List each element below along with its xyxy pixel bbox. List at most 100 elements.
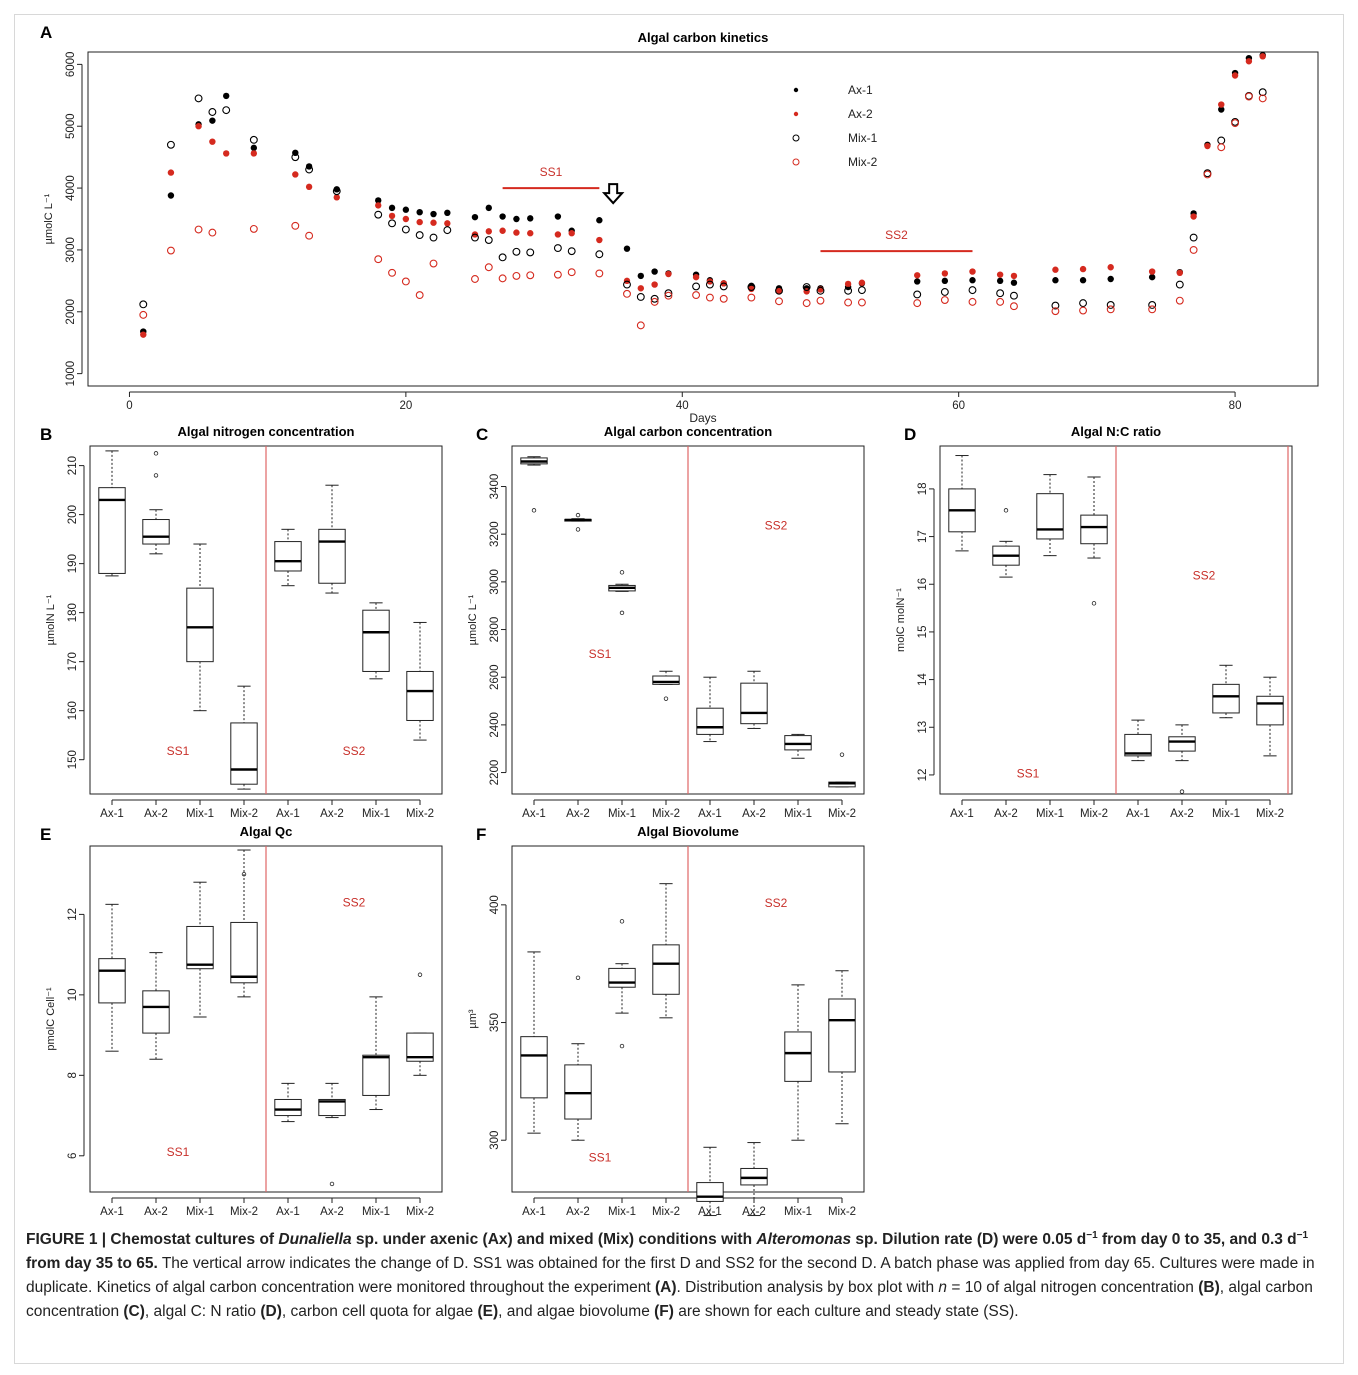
panel-e-x-tick-label: Mix-2: [406, 1206, 434, 1218]
panel-f-letter: F: [476, 825, 486, 844]
point-mix-1: [1217, 136, 1226, 145]
point-mix-2: [1051, 307, 1060, 316]
point-ax-1: [1107, 275, 1114, 283]
panel-f-outlier: [619, 919, 625, 924]
panel-c-x-tick-label: Mix-2: [828, 808, 856, 820]
point-ax-2: [167, 169, 175, 176]
panel-e-x-tick-label: Ax-1: [100, 1206, 124, 1218]
point-mix-1: [623, 280, 631, 289]
panel-f-box-mix-2: [828, 998, 856, 1073]
panel-f-outlier: [619, 1043, 625, 1049]
point-mix-2: [567, 268, 576, 277]
point-ax-2: [1148, 268, 1156, 275]
panel-b-title: Algal nitrogen concentration: [178, 424, 355, 439]
point-mix-1: [636, 292, 645, 301]
point-mix-1: [664, 289, 673, 298]
panel-e-title: Algal Qc: [240, 824, 293, 839]
caption-text-7: , and algae biovolume: [498, 1303, 655, 1320]
point-ax-2: [375, 202, 382, 209]
panel-b-y-tick-label: 200: [67, 505, 79, 524]
point-ax-1: [416, 208, 423, 216]
point-ax-2: [858, 279, 866, 286]
point-ax-2: [692, 273, 700, 281]
point-mix-1: [996, 289, 1005, 298]
point-ax-2: [513, 229, 520, 236]
panel-d-y-axis-label: molC molN⁻¹: [895, 588, 907, 652]
point-ax-2: [195, 123, 202, 130]
caption-ref-e: (E): [477, 1303, 499, 1320]
panel-d-y-tick-label: 16: [917, 578, 929, 591]
panel-e-y-tick-label: 8: [67, 1072, 79, 1078]
panel-c-y-tick-label: 3200: [489, 521, 501, 547]
panel-c-y-tick-label: 3000: [489, 569, 501, 595]
panel-b-group-label-ss1: SS1: [167, 744, 190, 758]
point-ax-2: [499, 227, 506, 234]
point-ax-2: [402, 215, 410, 223]
point-ax-2: [1231, 72, 1239, 79]
point-ax-1: [471, 213, 479, 221]
point-ax-1: [513, 215, 520, 223]
panel-d-title: Algal N:C ratio: [1071, 424, 1161, 439]
point-mix-1: [401, 225, 410, 234]
point-mix-1: [305, 165, 314, 174]
panel-d-y-tick-label: 14: [917, 673, 929, 686]
panel-f-group-label-ss2: SS2: [765, 896, 788, 910]
point-ax-2: [996, 271, 1004, 278]
point-mix-2: [291, 221, 300, 230]
point-mix-2: [719, 294, 728, 303]
panel-b-y-tick-label: 180: [67, 603, 79, 622]
panel-d-x-tick-label: Ax-2: [994, 808, 1018, 820]
panel-e-box-ax-1: [98, 958, 126, 1004]
caption-ref-f: (F): [654, 1303, 674, 1320]
panel-a-y-tick-label: 3000: [65, 237, 77, 263]
point-ax-1: [554, 213, 562, 220]
legend-marker-mix-2: [792, 158, 800, 166]
point-ax-1: [250, 144, 258, 152]
panel-e-box-ax-2: [318, 1098, 346, 1117]
panel-b-letter: B: [40, 425, 52, 444]
point-mix-1: [719, 282, 728, 291]
panel-e-box-mix-2: [230, 921, 258, 984]
caption-text-2: . Distribution analysis by box plot with: [676, 1279, 939, 1296]
point-mix-1: [332, 187, 341, 196]
point-mix-2: [553, 270, 562, 279]
panel-d-box-mix-1: [1036, 493, 1064, 540]
point-ax-2: [969, 268, 976, 275]
panel-e-x-tick-label: Mix-2: [230, 1206, 258, 1218]
panel-a-x-tick-label: 20: [399, 400, 412, 412]
panel-b-y-tick-label: 170: [67, 652, 79, 671]
point-mix-1: [222, 106, 231, 115]
point-mix-2: [1244, 92, 1253, 101]
legend-marker-ax-1: [793, 87, 799, 93]
point-ax-2: [554, 231, 562, 238]
panel-e-x-tick-label: Mix-1: [186, 1206, 214, 1218]
panel-b-outlier: [153, 473, 159, 478]
point-ax-2: [775, 287, 783, 294]
point-mix-2: [802, 299, 811, 308]
panel-e-box-ax-1: [274, 1098, 302, 1117]
panel-e-x-tick-label: Ax-2: [320, 1206, 344, 1218]
panel-f-y-tick-label: 300: [489, 1131, 501, 1150]
caption-sup-2: −1: [1296, 1229, 1309, 1241]
panel-b-box-mix-1: [186, 587, 214, 663]
point-mix-1: [567, 247, 576, 256]
point-ax-1: [1148, 273, 1156, 281]
point-mix-2: [1189, 245, 1198, 254]
caption-head-5: from day 35 to 65.: [26, 1255, 158, 1272]
panel-b-x-tick-label: Mix-1: [362, 808, 390, 820]
point-ax-1: [1010, 279, 1018, 286]
point-mix-1: [429, 233, 438, 242]
point-mix-2: [595, 269, 604, 278]
panel-d-y-tick-label: 15: [917, 626, 929, 639]
panel-f-outlier: [575, 975, 581, 981]
panel-f-x-tick-label: Mix-1: [608, 1206, 636, 1218]
point-mix-2: [512, 271, 521, 280]
point-mix-2: [1217, 143, 1226, 152]
panel-e-box-mix-1: [186, 925, 214, 970]
panel-b-box-ax-2: [318, 528, 346, 584]
panel-a-y-tick-label: 1000: [65, 361, 77, 387]
panel-e-y-tick-label: 10: [67, 988, 79, 1001]
panel-f-title: Algal Biovolume: [637, 824, 739, 839]
point-ax-1: [223, 92, 230, 100]
point-mix-2: [388, 268, 396, 277]
